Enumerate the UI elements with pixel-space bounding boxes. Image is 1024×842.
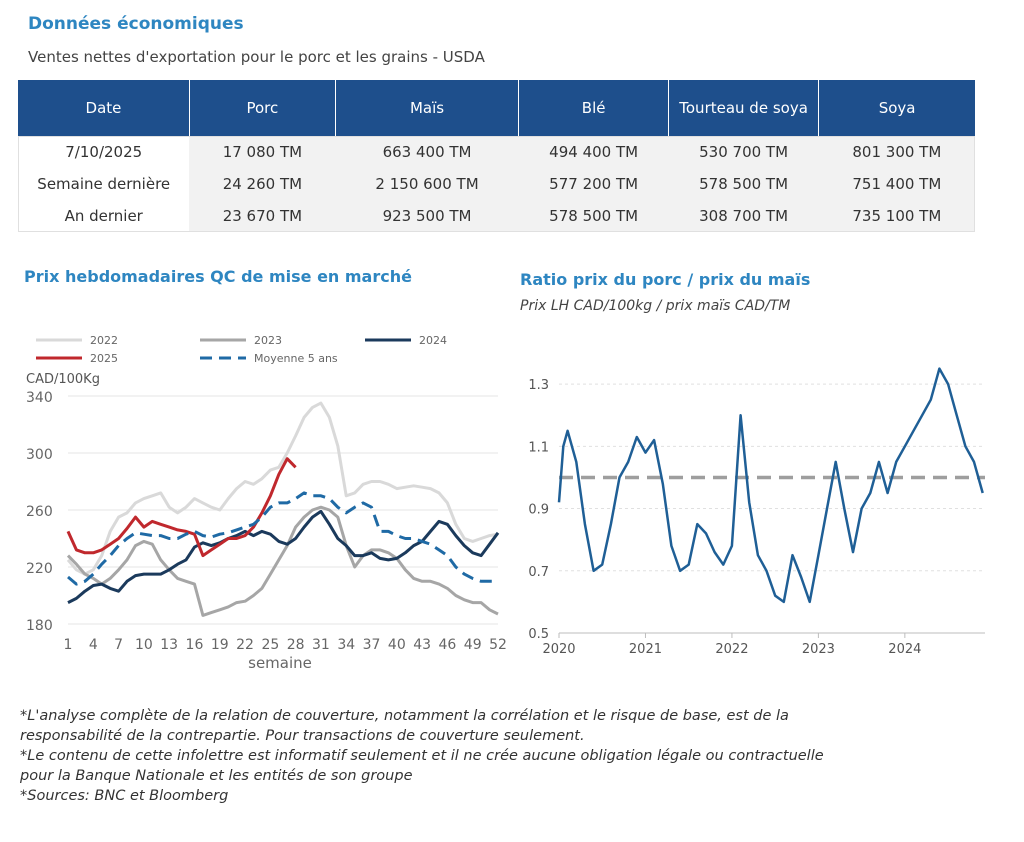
y-tick-label: 180 — [26, 618, 53, 634]
y-tick-label: 0.5 — [528, 627, 549, 642]
footnote-line: *Le contenu de cette infolettre est info… — [20, 748, 824, 764]
weekly-price-chart: 180 220 260 300 340 1 4 7 10 13 16 19 22 25 28 31 34 37 40… — [26, 334, 507, 672]
table-cell: 2 150 600 TM — [335, 168, 519, 200]
footnote-line: responsabilité de la contrepartie. Pour … — [20, 728, 585, 744]
left-lines — [66, 401, 500, 617]
x-tick-label: 16 — [186, 637, 204, 653]
left-legend: 2022 2023 2024 2025 Moyenne 5 ans — [36, 334, 447, 365]
y-tick-label: 1.1 — [528, 440, 549, 455]
series-line — [66, 505, 499, 617]
table-cell: 24 260 TM — [189, 168, 336, 200]
column-header-date: Date — [18, 80, 190, 136]
series-line — [66, 401, 499, 576]
table-cell: 308 700 TM — [668, 200, 819, 232]
x-tick-label: 34 — [337, 637, 355, 653]
right-chart-title: Ratio prix du porc / prix du maïs — [520, 270, 811, 289]
x-tick-label: 49 — [464, 637, 482, 653]
x-tick-label: 1 — [64, 637, 73, 653]
x-tick-label: 43 — [413, 637, 431, 653]
x-tick-label: 2021 — [629, 642, 662, 657]
table-row: Semaine dernière 24 260 TM 2 150 600 TM … — [18, 168, 975, 200]
x-tick-label: 22 — [236, 637, 254, 653]
x-tick-label: 4 — [89, 637, 98, 653]
right-chart-subtitle: Prix LH CAD/100kg / prix maïs CAD/TM — [520, 298, 791, 314]
table-row: 7/10/2025 17 080 TM 663 400 TM 494 400 T… — [18, 136, 975, 168]
table-cell: 923 500 TM — [335, 200, 519, 232]
x-tick-label: 40 — [388, 637, 406, 653]
x-tick-label: 2024 — [888, 642, 921, 657]
legend-label: Moyenne 5 ans — [254, 352, 338, 365]
x-tick-label: 46 — [438, 637, 456, 653]
table-cell: 663 400 TM — [335, 136, 519, 168]
right-axes: 0.5 0.7 0.9 1.1 1.3 2020 2021 2022 2023 2024 — [528, 378, 985, 657]
table-cell: 578 500 TM — [518, 200, 669, 232]
x-tick-label: 28 — [287, 637, 305, 653]
series-line — [67, 491, 498, 586]
y-tick-label: 340 — [26, 390, 53, 406]
table-cell: 577 200 TM — [518, 168, 669, 200]
legend-label: 2025 — [90, 352, 118, 365]
page-subtitle: Ventes nettes d'exportation pour le porc… — [28, 48, 485, 66]
x-tick-label: 2020 — [542, 642, 575, 657]
legend-label: 2022 — [90, 334, 118, 347]
left-x-axis-label: semaine — [248, 654, 312, 672]
x-tick-label: 31 — [312, 637, 330, 653]
table-cell: 494 400 TM — [518, 136, 669, 168]
y-tick-label: 300 — [26, 447, 53, 463]
x-tick-label: 25 — [261, 637, 279, 653]
x-tick-label: 37 — [363, 637, 381, 653]
table-cell: 801 300 TM — [818, 136, 975, 168]
table-cell: 735 100 TM — [818, 200, 975, 232]
export-sales-table: Date Porc Maïs Blé Tourteau de soya Soya… — [18, 80, 975, 232]
x-tick-label: 13 — [160, 637, 178, 653]
left-grid — [68, 395, 498, 625]
table-header-row: Date Porc Maïs Blé Tourteau de soya Soya — [18, 80, 975, 136]
left-chart-title: Prix hebdomadaires QC de mise en marché — [24, 267, 412, 286]
column-header-porc: Porc — [189, 80, 336, 136]
y-tick-label: 220 — [26, 561, 53, 577]
x-tick-label: 2023 — [802, 642, 835, 657]
ratio-chart: 0.5 0.7 0.9 1.1 1.3 2020 2021 2022 2023 2024 — [528, 367, 985, 657]
x-tick-label: 52 — [489, 637, 507, 653]
legend-label: 2023 — [254, 334, 282, 347]
table-cell: 578 500 TM — [668, 168, 819, 200]
table-cell: 17 080 TM — [189, 136, 336, 168]
footnote-line: *L'analyse complète de la relation de co… — [20, 708, 789, 724]
x-tick-label: 10 — [135, 637, 153, 653]
series-line — [557, 367, 984, 604]
table-cell: An dernier — [18, 200, 190, 232]
column-header-ble: Blé — [518, 80, 669, 136]
column-header-tourteau-soya: Tourteau de soya — [668, 80, 820, 136]
footnotes: *L'analyse complète de la relation de co… — [20, 706, 824, 806]
y-tick-label: 0.7 — [528, 565, 549, 580]
y-tick-label: 260 — [26, 504, 53, 520]
table-cell: 530 700 TM — [668, 136, 819, 168]
column-header-mais: Maïs — [335, 80, 520, 136]
table-cell: Semaine dernière — [18, 168, 190, 200]
footnote-line: pour la Banque Nationale et les entités … — [20, 768, 413, 784]
right-grid — [559, 383, 985, 634]
series-line — [67, 509, 500, 604]
left-y-axis-label: CAD/100Kg — [26, 372, 100, 387]
legend-label: 2024 — [419, 334, 447, 347]
page-title: Données économiques — [28, 14, 244, 34]
x-tick-label: 19 — [211, 637, 229, 653]
table-cell: 23 670 TM — [189, 200, 336, 232]
y-tick-label: 0.9 — [528, 503, 549, 518]
series-line — [66, 457, 297, 558]
column-header-soya: Soya — [818, 80, 975, 136]
x-tick-label: 2022 — [715, 642, 748, 657]
footnote-line: *Sources: BNC et Bloomberg — [20, 788, 229, 804]
table-row: An dernier 23 670 TM 923 500 TM 578 500 … — [18, 200, 975, 232]
right-lines — [557, 367, 985, 604]
y-tick-label: 1.3 — [528, 378, 549, 393]
left-axes: 180 220 260 300 340 1 4 7 10 13 16 19 22 25 28 31 34 37 40… — [26, 390, 507, 653]
table-cell: 7/10/2025 — [18, 136, 190, 168]
x-tick-label: 7 — [114, 637, 123, 653]
table-cell: 751 400 TM — [818, 168, 975, 200]
